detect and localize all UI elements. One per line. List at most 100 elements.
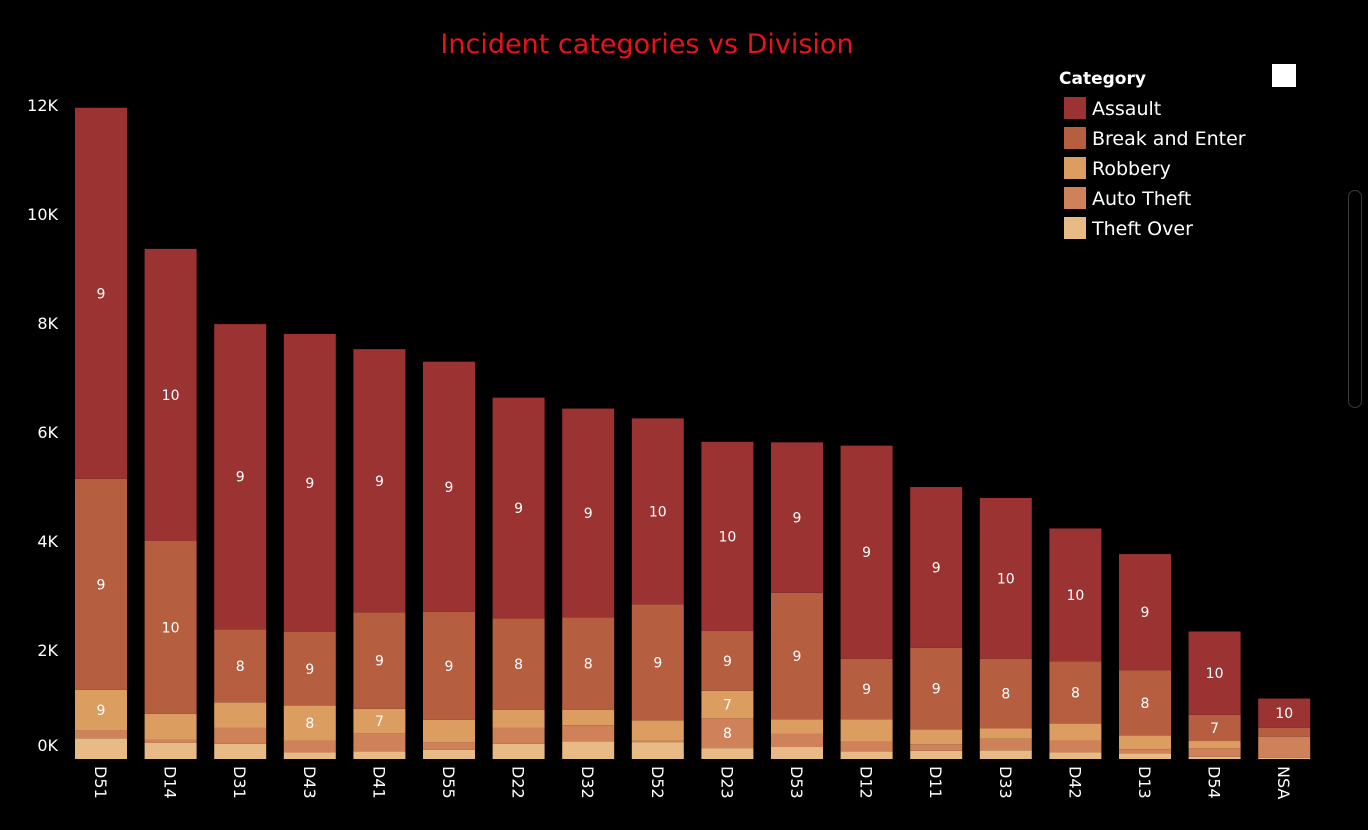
bar-segment: [910, 647, 963, 730]
legend-label: Robbery: [1092, 158, 1171, 180]
y-tick-label: 12K: [27, 96, 58, 115]
legend-swatch: [1064, 157, 1086, 179]
bar-segment: [631, 742, 684, 759]
x-tick-label: D23: [717, 766, 736, 799]
bar-segment: [353, 612, 406, 709]
x-tick-label: D13: [1135, 766, 1154, 799]
bars-group: 9 9 9 10 10 8 9 8 9 9 7 9 9 9 9 8 9 8 9 9 10 8 7 9 10 9 9 9 9 9 9 8 10 8 1…: [75, 107, 1311, 759]
bar-segment: [492, 727, 545, 744]
segment-data-label: 8: [723, 726, 732, 742]
x-tick-label: D53: [787, 766, 806, 799]
bar-segment: [492, 709, 545, 728]
bar-segment: [701, 630, 754, 691]
bar-segment: [631, 604, 684, 721]
segment-data-label: 8: [1071, 686, 1080, 702]
bar-segment: [75, 738, 127, 759]
y-tick-label: 0K: [37, 736, 58, 755]
legend-label: Break and Enter: [1092, 128, 1246, 150]
segment-data-label: 9: [236, 470, 245, 486]
bar-segment: [1119, 753, 1171, 759]
x-tick-label: D12: [857, 766, 876, 799]
y-axis: 0K 2K 4K 6K 8K 10K 12K: [27, 96, 58, 755]
bar-segment: [701, 748, 754, 759]
x-tick-label: D43: [300, 766, 319, 799]
bar-segment: [701, 718, 754, 749]
segment-data-label: 7: [723, 698, 732, 714]
bar-segment: [1188, 748, 1241, 757]
bar-segment: [979, 497, 1032, 659]
bar-segment: [1049, 661, 1102, 724]
bar-segment: [562, 709, 615, 726]
bar-segment: [840, 658, 893, 720]
bar-segment: [771, 719, 823, 734]
segment-data-label: 9: [97, 703, 106, 719]
bar-segment: [423, 719, 475, 743]
segment-data-label: 10: [649, 504, 667, 520]
bar-segment: [1049, 528, 1102, 662]
x-tick-label: D11: [926, 766, 945, 799]
legend-scrollbar[interactable]: [1348, 190, 1362, 408]
legend-swatch: [1064, 187, 1086, 209]
bar-segment: [144, 742, 197, 759]
segment-data-label: 9: [97, 286, 106, 302]
bar-segment: [1188, 631, 1241, 715]
bar-segment: [771, 733, 823, 748]
legend-swatch: [1064, 97, 1086, 119]
bar-segment: [283, 752, 336, 759]
bar-segment: [492, 397, 545, 619]
bar-segment: [353, 751, 406, 759]
x-tick-label: D31: [230, 766, 249, 799]
segment-data-label: 9: [97, 577, 106, 593]
bar-segment: [423, 749, 475, 759]
bar-segment: [562, 725, 615, 742]
bar-segment: [214, 629, 267, 703]
bar-segment: [1258, 698, 1311, 728]
bar-segment: [423, 742, 475, 750]
segment-data-label: 9: [653, 655, 662, 671]
segment-data-label: 10: [997, 571, 1015, 587]
segment-data-label: 9: [305, 476, 314, 492]
bar-segment: [840, 751, 893, 759]
bar-segment: [771, 747, 823, 759]
bar-segment: [492, 743, 545, 759]
bar-segment: [1119, 670, 1171, 736]
bar-segment: [910, 750, 963, 759]
bar-segment: [562, 408, 615, 618]
bar-segment: [283, 333, 336, 633]
segment-data-label: 9: [723, 654, 732, 670]
legend-label: Assault: [1092, 98, 1161, 120]
segment-data-label: 9: [862, 545, 871, 561]
segment-data-label: 10: [1206, 666, 1224, 682]
bar-segment: [840, 719, 893, 742]
bar-segment: [631, 740, 684, 743]
bar-segment: [144, 713, 197, 740]
y-tick-label: 8K: [37, 314, 58, 333]
bar-segment: [214, 702, 267, 728]
x-tick-label: D41: [369, 766, 388, 799]
bar-segment: [1258, 736, 1311, 758]
bar-segment: [771, 592, 823, 720]
segment-data-label: 10: [162, 388, 180, 404]
segment-data-label: 9: [375, 654, 384, 670]
bar-segment: [1049, 752, 1102, 759]
bar-segment: [1049, 740, 1102, 753]
segment-data-label: 8: [236, 659, 245, 675]
bar-segment: [423, 361, 475, 612]
bar-segment: [353, 708, 406, 734]
bar-segment: [1188, 741, 1241, 749]
bar-segment: [910, 487, 963, 648]
segment-data-label: 9: [514, 501, 523, 517]
y-tick-label: 6K: [37, 423, 58, 442]
legend-label: Theft Over: [1091, 218, 1193, 240]
bar-segment: [75, 107, 127, 479]
segment-data-label: 9: [445, 480, 454, 496]
bar-segment: [1188, 756, 1241, 759]
legend-swatch: [1064, 127, 1086, 149]
legend-title: Category: [1059, 69, 1146, 89]
bar-segment: [214, 727, 267, 744]
legend-menu-button[interactable]: [1272, 64, 1296, 87]
bar-segment: [979, 658, 1032, 729]
segment-data-label: 9: [305, 662, 314, 678]
bar-segment: [353, 733, 406, 752]
